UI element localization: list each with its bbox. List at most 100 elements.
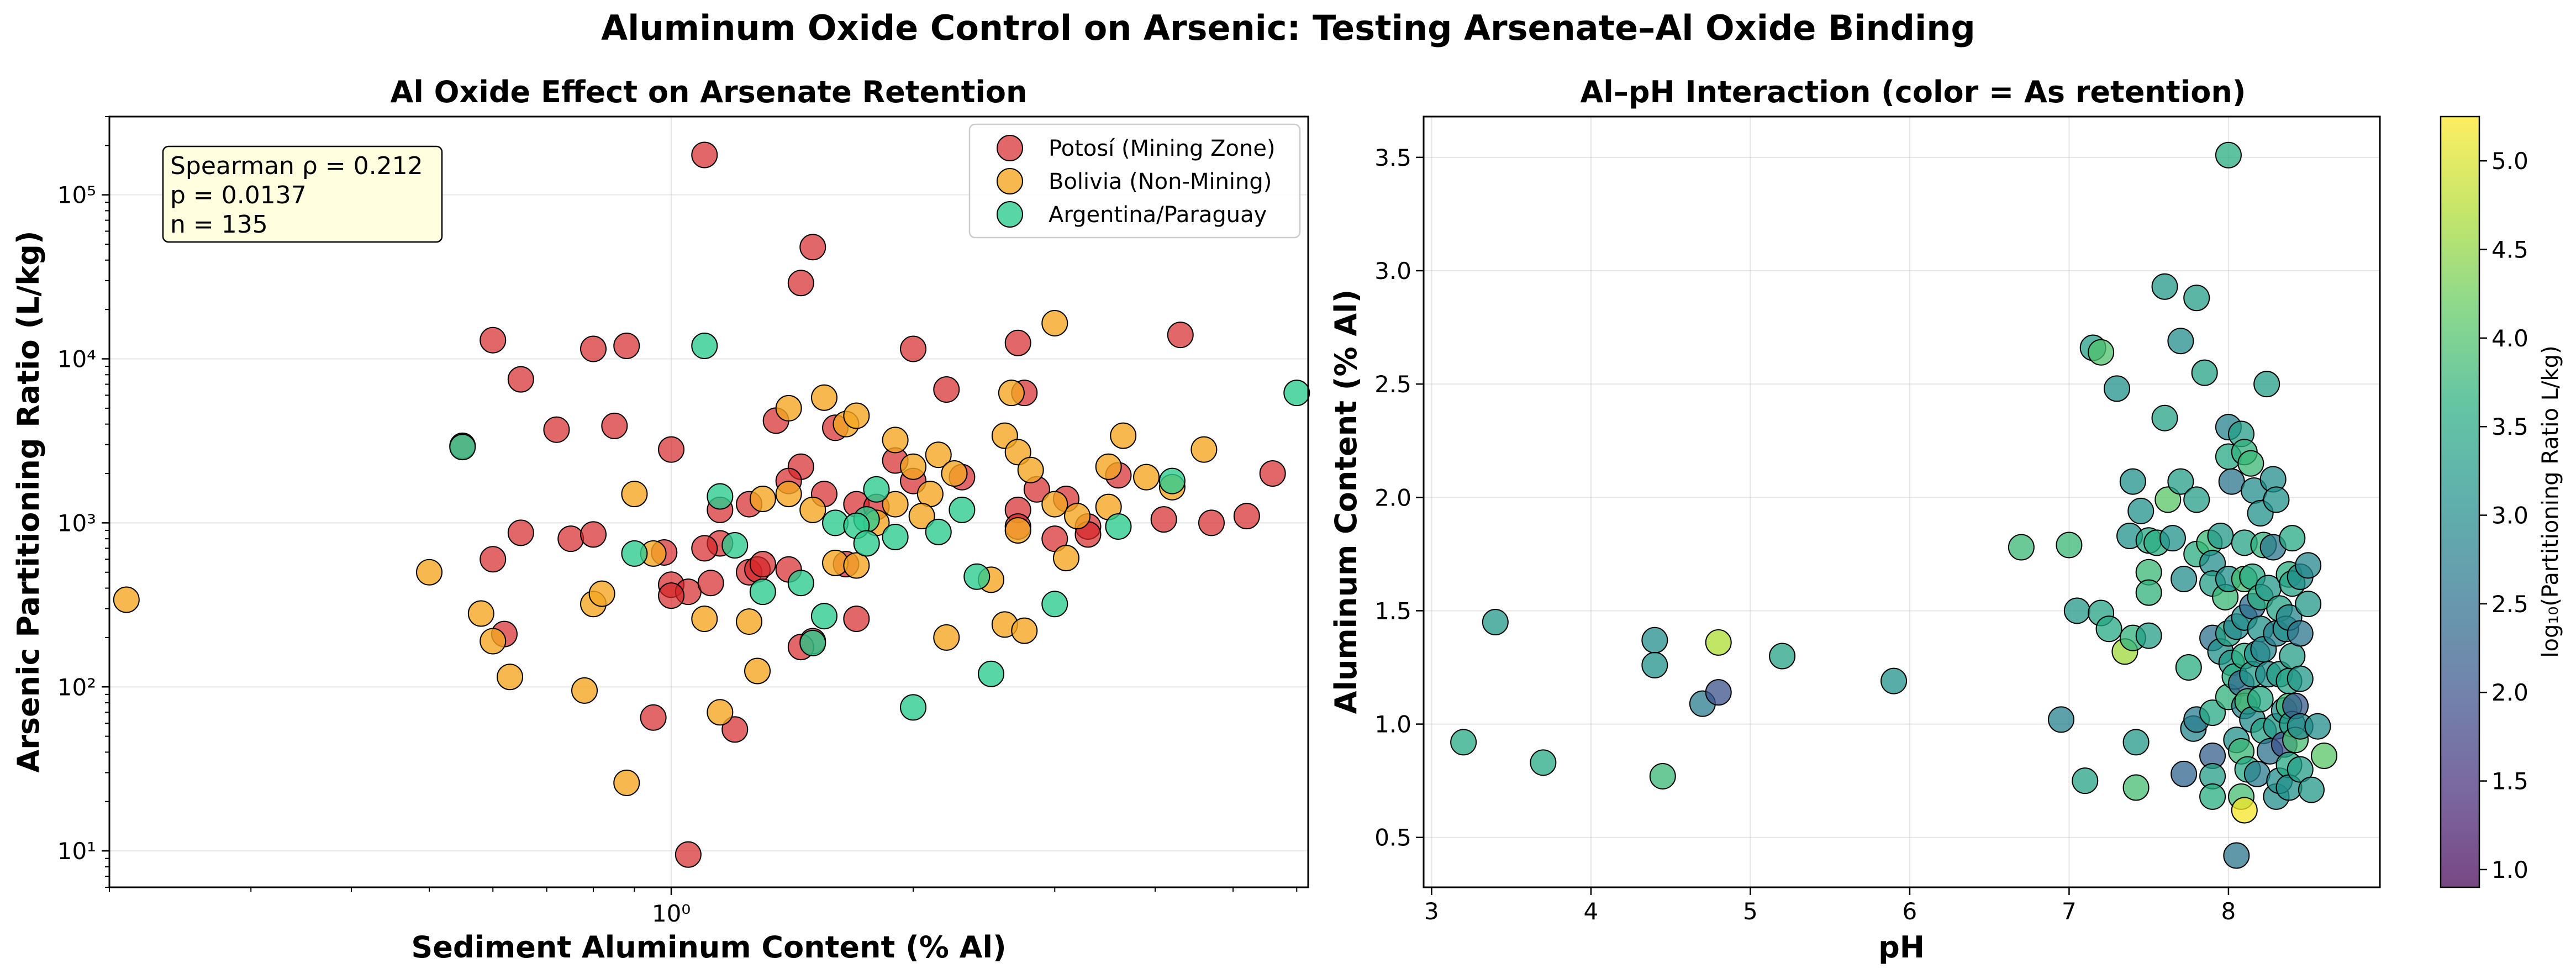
left-data-points	[113, 141, 1310, 868]
data-point	[2298, 776, 2325, 803]
data-point	[863, 476, 890, 503]
data-point	[1017, 456, 1044, 483]
legend-marker-potosi	[997, 135, 1023, 161]
data-point	[2095, 615, 2122, 643]
data-point	[1641, 651, 1668, 678]
data-point	[2263, 486, 2290, 513]
left-y-tick-label: 10⁵	[57, 182, 96, 209]
left-plot-frame	[108, 115, 1309, 888]
colorbar-tick-label: 2.0	[2491, 679, 2528, 706]
data-point	[1041, 309, 1068, 336]
data-point	[941, 460, 968, 487]
data-point	[1011, 617, 1038, 644]
data-point	[810, 384, 837, 411]
stats-rho: Spearman ρ = 0.212	[170, 152, 423, 180]
data-point	[1769, 643, 1796, 670]
data-point	[2279, 525, 2306, 552]
data-point	[2008, 534, 2035, 561]
data-point	[2223, 842, 2250, 869]
legend-label-potosi: Potosí (Mining Zone)	[1049, 136, 1276, 161]
data-point	[799, 629, 826, 656]
data-point	[1095, 453, 1122, 480]
colorbar-ticks: 1.0 1.5 2.0 2.5 3.0 3.5 4.0 4.5 5.0	[2479, 148, 2528, 883]
stats-annotation: Spearman ρ = 0.212 p = 0.0137 n = 135	[162, 145, 443, 243]
data-point	[2311, 743, 2338, 770]
data-point	[480, 546, 507, 573]
left-axis-ticks: 10⁰ 10¹ 10² 10³ 10⁴ 10⁵	[57, 116, 1298, 927]
data-point	[933, 376, 960, 403]
data-point	[1110, 422, 1137, 449]
data-point	[2183, 285, 2210, 312]
data-point	[2151, 273, 2178, 300]
data-point	[1530, 749, 1557, 776]
data-point	[467, 600, 494, 627]
right-y-axis-label: Aluminum Content (% Al)	[1329, 290, 1363, 714]
legend-marker-argentina	[997, 201, 1023, 228]
data-point	[658, 436, 685, 463]
data-point	[2207, 523, 2234, 550]
data-point	[1482, 608, 1509, 635]
data-point	[658, 582, 685, 609]
right-x-tick-label: 7	[2062, 898, 2077, 925]
colorbar-tick-label: 2.5	[2491, 591, 2528, 618]
data-point	[2171, 760, 2198, 787]
data-point	[571, 677, 598, 704]
data-point	[2151, 404, 2178, 431]
data-point	[749, 486, 776, 513]
data-point	[1041, 591, 1068, 618]
data-point	[721, 531, 749, 559]
colorbar: 1.0 1.5 2.0 2.5 3.0 3.5 4.0 4.5 5.0 log₁₀(Partit…	[2440, 115, 2563, 888]
scatter-panel-al-oxide: Al Oxide Effect on Arsenate Retention 10…	[11, 75, 1310, 965]
data-point	[613, 333, 640, 360]
data-point	[497, 664, 524, 691]
data-point	[2167, 468, 2194, 495]
data-point	[580, 521, 607, 548]
data-point	[1133, 464, 1160, 491]
data-point	[1052, 545, 1079, 572]
left-y-tick-label: 10¹	[57, 838, 96, 865]
data-point	[721, 716, 749, 743]
data-point	[691, 141, 718, 169]
left-x-axis-label: Sediment Aluminum Content (% Al)	[411, 930, 1006, 965]
left-x-tick-label: 10⁰	[652, 900, 691, 927]
data-point	[2167, 328, 2194, 355]
stats-p-value: p = 0.0137	[170, 181, 307, 209]
left-y-tick-label: 10⁴	[57, 346, 96, 373]
data-point	[933, 624, 960, 651]
data-point	[613, 769, 640, 796]
right-chart-title: Al–pH Interaction (color = As retention)	[1581, 75, 2246, 109]
data-point	[2199, 699, 2226, 727]
data-point	[749, 551, 776, 578]
data-point	[2175, 654, 2202, 681]
data-point	[691, 606, 718, 633]
colorbar-tick-label: 3.0	[2491, 502, 2528, 529]
data-point	[2304, 713, 2331, 740]
data-point	[1198, 509, 1225, 536]
figure-title: Aluminum Oxide Control on Arsenic: Testi…	[601, 8, 1976, 48]
right-y-tick-label: 2.0	[1374, 484, 1411, 511]
data-point	[588, 580, 615, 607]
data-point	[601, 412, 628, 439]
data-point	[736, 608, 763, 635]
data-point	[697, 570, 724, 597]
data-point	[900, 335, 927, 362]
data-point	[580, 335, 607, 362]
colorbar-gradient	[2440, 115, 2480, 888]
data-point	[707, 699, 734, 726]
data-point	[843, 552, 870, 579]
data-point	[998, 380, 1025, 407]
data-point	[1004, 329, 1031, 356]
data-point	[2231, 797, 2258, 824]
right-y-tick-label: 0.5	[1374, 824, 1411, 851]
data-point	[2295, 552, 2322, 579]
data-point	[744, 657, 771, 685]
data-point	[507, 366, 534, 393]
data-point	[2056, 531, 2083, 559]
data-point	[2171, 566, 2198, 592]
data-point	[691, 333, 718, 360]
data-point	[925, 518, 952, 545]
colorbar-label: log₁₀(Partitioning Ratio L/kg)	[2538, 345, 2563, 657]
data-point	[908, 503, 935, 530]
right-y-tick-label: 3.0	[1374, 257, 1411, 285]
